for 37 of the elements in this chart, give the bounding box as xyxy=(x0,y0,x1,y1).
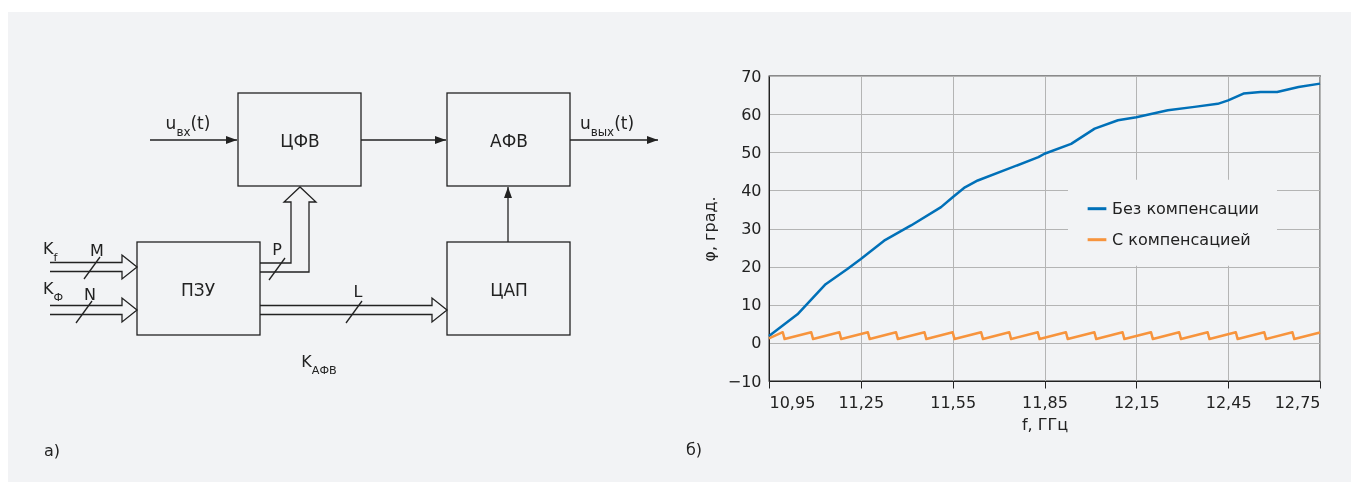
legend-label: С компенсацией xyxy=(1112,229,1251,249)
x-tick-label: 11,55 xyxy=(930,392,977,412)
x-tick-label: 12,45 xyxy=(1205,392,1252,412)
x-tick-label: 11,25 xyxy=(838,392,885,412)
text: L xyxy=(353,282,363,301)
x-axis-title: f, ГГц xyxy=(1021,414,1069,434)
text: u$_{вых}$(t) xyxy=(579,113,635,139)
y-tick-label: −10 xyxy=(727,371,762,391)
x-tick-label: 10,95 xyxy=(769,392,816,412)
y-tick-label: 60 xyxy=(741,104,762,124)
text: ЦАП xyxy=(490,280,528,300)
text: АФВ xyxy=(490,131,528,151)
y-axis-title: φ, град. xyxy=(699,196,719,262)
x-tick-label: 11,85 xyxy=(1022,392,1068,412)
y-tick-label: 40 xyxy=(741,180,762,200)
x-tick-label: 12,75 xyxy=(1274,392,1321,412)
text: ЦФВ xyxy=(280,131,320,151)
text: K$_{Ф}$ xyxy=(43,279,64,304)
y-tick-label: 20 xyxy=(741,257,762,277)
text: M xyxy=(90,241,104,260)
text: P xyxy=(272,240,283,259)
y-tick-label: 30 xyxy=(741,219,762,238)
x-tick-label: 12,15 xyxy=(1113,392,1160,412)
y-tick-label: 70 xyxy=(741,66,762,86)
text: K$_{f}$ xyxy=(43,239,59,264)
text: u$_{вх}$(t) xyxy=(165,113,211,139)
text: K$_{АФВ}$ xyxy=(301,352,337,377)
legend-label: Без компенсации xyxy=(1112,198,1259,218)
text: б) xyxy=(686,440,703,459)
y-tick-label: 0 xyxy=(751,333,762,353)
y-tick-label: 50 xyxy=(741,142,762,162)
y-tick-label: 10 xyxy=(741,295,762,315)
text: ПЗУ xyxy=(180,280,216,300)
text: а) xyxy=(44,441,61,460)
line-series xyxy=(767,330,1322,341)
line-series xyxy=(767,82,1322,338)
text: N xyxy=(84,285,96,304)
